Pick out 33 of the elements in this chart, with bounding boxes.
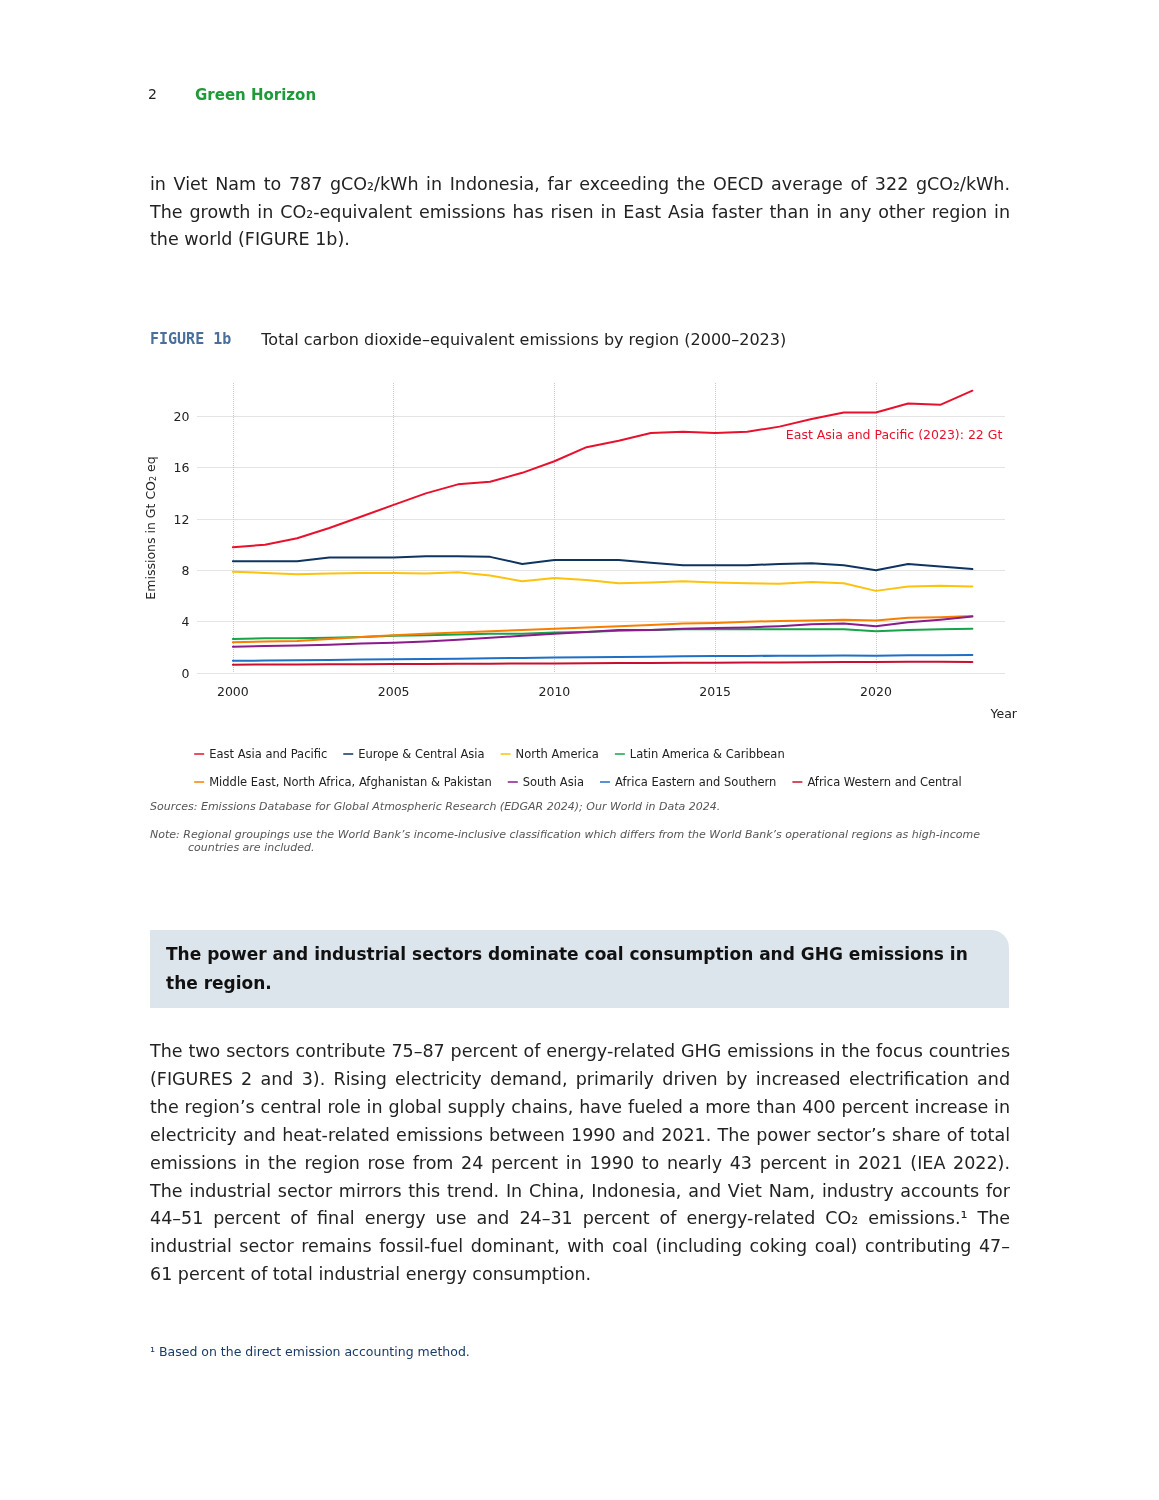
line-series [231,555,974,572]
y-tick-label: 12 [173,511,190,527]
chart-title: Total carbon dioxide–equivalent emissions by region (2000–2023) [261,330,787,349]
text: The two sectors contribute 75–87 percent of energy-related GHG emissions in the focus countries (FIGURES 2 and 3). Rising electricity demand, primarily driven by increased electrification and the region’s central role in global supply chains, have fueled a more than 400 percent increase in electricity and heat-related emissions between 1990 and 2021. The power sector’s share of total emissions in the region rose from 24 percent in 1990 to nearly 43 percent in 2021 (IEA 2022). The industrial sector mirrors this trend. In China, Indonesia, and Viet Nam, industry accounts for 44–51 percent of final energy use and 24–31 percent of energy-related CO₂ emissions.¹ The industrial sector remains fossil-fuel dominant, with coal (including coking coal) contributing 47–61 percent of total industrial energy consumption. [150,1041,1010,1285]
y-tick-label: 0 [181,665,190,681]
text: The power and industrial sectors dominate coal consumption and GHG emissions in the region. [150,930,1009,1008]
source-note: Sources: Emissions Database for Global Atmospheric Research (EDGAR 2024); Our World in Data 2024. [150,800,722,813]
text: 2 [148,86,157,102]
x-tick-label: 2010 [538,684,571,699]
text: Note: Regional groupings use the World Bank’s income-inclusive classification which differs from the World Bank’s operational regions as high-income countries are included. [150,828,981,854]
x-tick-label: 2020 [860,684,892,699]
legend-label: Africa Eastern and Southern [614,775,777,789]
x-tick-label: 2000 [216,684,249,699]
chart-subtitle: FIGURE 1b [150,330,232,349]
legend-label: Middle East, North Africa, Afghanistan & Pakistan [209,775,492,789]
y-tick-label: 20 [173,408,190,424]
legend-label: Europe & Central Asia [358,747,485,761]
x-axis-title: Year [989,706,1018,721]
annotation: East Asia and Pacific (2023): 22 Gt [785,427,1003,443]
text: ¹ Based on the direct emission accounting method. [150,1344,470,1359]
legend-label: South Asia [522,775,584,789]
legend-label: Latin America & Caribbean [629,747,785,761]
y-tick-label: 8 [181,562,190,578]
text: in Viet Nam to 787 gCO₂/kWh in Indonesia, far exceeding the OECD average of 322 gCO₂/kWh. The growth in CO₂-equivalent emissions has risen in East Asia faster than in any other region in the world (FIGURE 1b). [150,173,1010,251]
line-series [231,570,974,592]
text: Green Horizon [195,86,317,104]
legend-label: North America [515,747,599,761]
x-tick-label: 2015 [699,684,732,699]
legend-label: Africa Western and Central [807,775,962,789]
x-tick-label: 2005 [377,684,410,699]
legend-label: East Asia and Pacific [209,747,328,761]
y-tick-label: 4 [181,614,190,630]
y-tick-label: 16 [173,460,190,476]
